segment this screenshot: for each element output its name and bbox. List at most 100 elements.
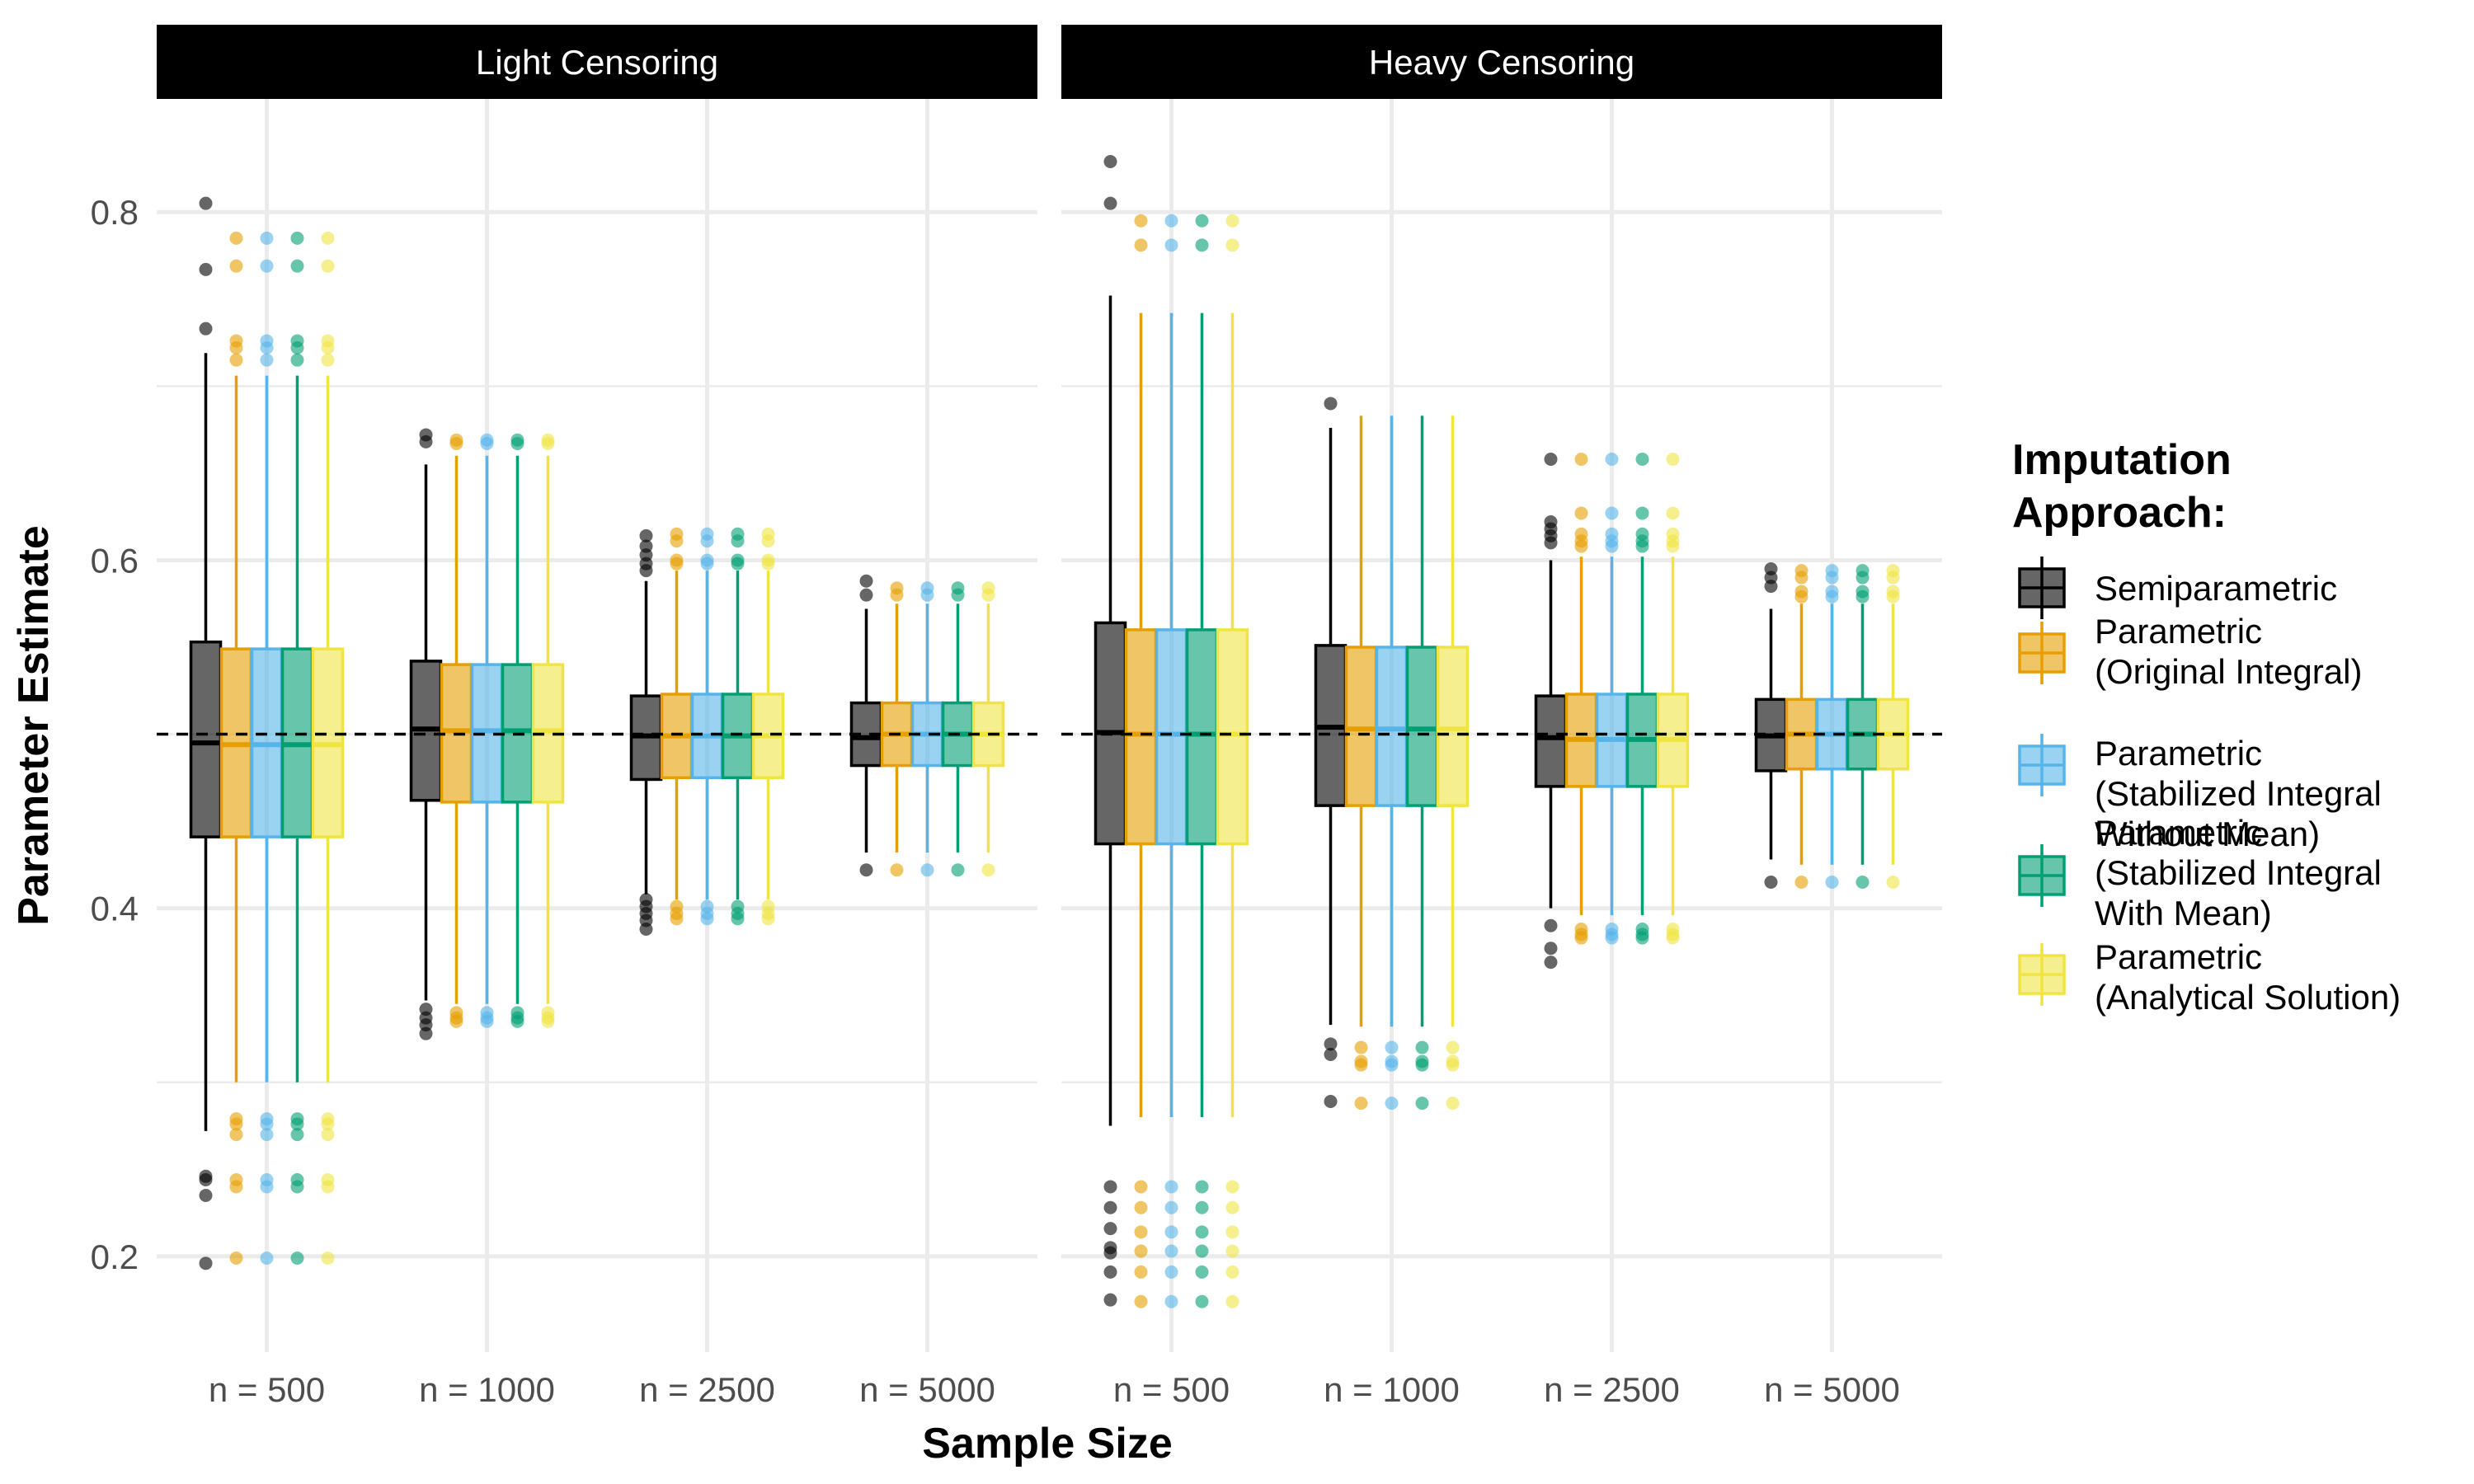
outlier-point bbox=[1446, 1097, 1460, 1111]
outlier-point bbox=[670, 534, 684, 548]
outlier-point bbox=[1666, 931, 1680, 945]
x-tick-label: n = 500 bbox=[209, 1370, 325, 1409]
outlier-point bbox=[1354, 1040, 1368, 1054]
outlier-point bbox=[1164, 1180, 1178, 1194]
outlier-point bbox=[1794, 589, 1808, 603]
x-tick-label: n = 1000 bbox=[419, 1370, 555, 1409]
outlier-point bbox=[1195, 1180, 1209, 1194]
outlier-point bbox=[670, 556, 684, 571]
boxplot-box bbox=[660, 527, 694, 926]
box-iqr bbox=[1185, 628, 1219, 846]
legend-label: (Stabilized Integral bbox=[2095, 774, 2382, 813]
y-axis: 0.2 0.4 0.6 0.8 bbox=[91, 193, 139, 1276]
outlier-point bbox=[1225, 1265, 1239, 1279]
outlier-point bbox=[981, 588, 995, 602]
outlier-point bbox=[1134, 1244, 1148, 1258]
boxplot-box bbox=[910, 581, 944, 877]
outlier-point bbox=[1103, 1265, 1117, 1279]
outlier-point bbox=[1225, 214, 1239, 228]
x-tick-label: n = 2500 bbox=[639, 1370, 775, 1409]
outlier-point bbox=[199, 1189, 213, 1202]
outlier-point bbox=[1446, 1040, 1460, 1054]
boxplot-box bbox=[941, 581, 975, 877]
legend-item: Semiparametric bbox=[2018, 556, 2337, 619]
outlier-point bbox=[229, 1180, 243, 1194]
legend-item: Parametric(Stabilized Integral With Mean… bbox=[2018, 813, 2382, 932]
outlier-point bbox=[1164, 1200, 1178, 1214]
outlier-point bbox=[1164, 1294, 1178, 1308]
outlier-point bbox=[1164, 1244, 1178, 1258]
x-axis-title: Sample Size bbox=[922, 1420, 1172, 1468]
box-group bbox=[189, 196, 345, 1270]
boxplot-box bbox=[1124, 214, 1158, 1308]
outlier-point bbox=[419, 434, 433, 448]
boxplot-box bbox=[189, 196, 223, 1270]
outlier-point bbox=[290, 353, 304, 367]
outlier-point bbox=[1103, 1180, 1117, 1194]
outlier-point bbox=[321, 340, 335, 355]
outlier-point bbox=[761, 556, 775, 571]
outlier-point bbox=[1415, 1058, 1429, 1072]
outlier-point bbox=[199, 322, 213, 336]
outlier-point bbox=[1825, 571, 1839, 585]
boxplot-box bbox=[849, 574, 883, 877]
box-iqr bbox=[189, 640, 223, 838]
outlier-point bbox=[1544, 536, 1558, 550]
legend-item: Parametric(Analytical Solution) bbox=[2018, 937, 2401, 1017]
outlier-point bbox=[199, 1173, 213, 1186]
outlier-point bbox=[260, 1252, 274, 1265]
box-iqr bbox=[1534, 694, 1568, 788]
outlier-point bbox=[541, 437, 555, 450]
boxplot-box bbox=[1344, 416, 1378, 1111]
outlier-point bbox=[480, 1014, 494, 1028]
y-axis-title: Parameter Estimate bbox=[10, 525, 58, 926]
outlier-point bbox=[1225, 1294, 1239, 1308]
outlier-point bbox=[1164, 1265, 1178, 1279]
outlier-point bbox=[920, 588, 934, 602]
x-tick-label: n = 5000 bbox=[1764, 1370, 1900, 1409]
outlier-point bbox=[731, 912, 745, 926]
outlier-point bbox=[1856, 571, 1870, 585]
outlier-point bbox=[700, 556, 714, 571]
legend-label: Without Mean) bbox=[2095, 815, 2320, 853]
outlier-point bbox=[761, 534, 775, 548]
boxplot-box bbox=[470, 433, 504, 1028]
outlier-point bbox=[981, 863, 995, 877]
outlier-point bbox=[1103, 1200, 1117, 1214]
outlier-point bbox=[1825, 589, 1839, 603]
outlier-point bbox=[1856, 589, 1870, 603]
boxplot-box bbox=[531, 433, 565, 1028]
outlier-point bbox=[1195, 214, 1209, 228]
outlier-point bbox=[1354, 1058, 1368, 1072]
facet-panels: Light Censoring n = 500 n = 1000 n = 2500 n … bbox=[157, 25, 1942, 1409]
boxplot-box bbox=[690, 527, 724, 926]
outlier-point bbox=[321, 231, 335, 245]
outlier-point bbox=[670, 912, 684, 926]
box-group bbox=[849, 574, 1005, 877]
outlier-point bbox=[1446, 1058, 1460, 1072]
x-tick-label: n = 1000 bbox=[1324, 1370, 1460, 1409]
x-tick-label: n = 2500 bbox=[1544, 1370, 1680, 1409]
outlier-point bbox=[260, 259, 274, 273]
outlier-point bbox=[1794, 571, 1808, 585]
outlier-point bbox=[1415, 1097, 1429, 1111]
facet-strip-label: Light Censoring bbox=[476, 43, 718, 82]
outlier-point bbox=[321, 353, 335, 367]
outlier-point bbox=[1195, 1265, 1209, 1279]
outlier-point bbox=[510, 437, 524, 450]
boxplot-box bbox=[250, 231, 284, 1265]
outlier-point bbox=[1103, 155, 1117, 168]
outlier-point bbox=[1195, 238, 1209, 252]
outlier-point bbox=[290, 1252, 304, 1265]
outlier-point bbox=[731, 534, 745, 548]
outlier-point bbox=[731, 556, 745, 571]
outlier-point bbox=[1886, 876, 1900, 889]
outlier-point bbox=[1544, 956, 1558, 970]
outlier-point bbox=[199, 196, 213, 210]
outlier-point bbox=[260, 353, 274, 367]
outlier-point bbox=[1134, 214, 1148, 228]
outlier-point bbox=[1134, 1200, 1148, 1214]
legend-label: (Analytical Solution) bbox=[2095, 978, 2401, 1017]
outlier-point bbox=[229, 353, 243, 367]
boxplot-box bbox=[1094, 155, 1127, 1307]
